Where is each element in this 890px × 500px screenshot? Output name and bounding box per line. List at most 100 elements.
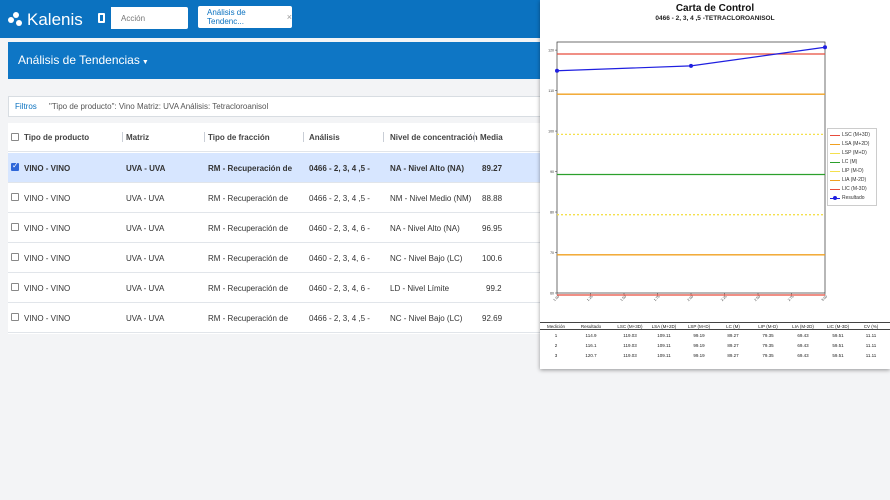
column-header-analisis[interactable]: Análisis: [309, 133, 340, 142]
table-row[interactable]: VINO - VINO UVA - UVA RM - Recuperación …: [8, 303, 541, 333]
x-tick-label: 2.50: [753, 294, 761, 302]
x-tick-label: 3.00: [820, 294, 828, 302]
x-tick-label: 2.25: [720, 294, 728, 302]
legend-item-lsa: LSA (M+2D): [830, 140, 869, 148]
cell-tipo-fraccion: RM - Recuperación de: [208, 314, 289, 323]
table-row[interactable]: VINO - VINO UVA - UVA RM - Recuperación …: [8, 243, 541, 273]
y-tick-label: 60: [550, 292, 554, 296]
legend-item-lip: LIP (M-D): [830, 167, 864, 175]
close-tab-icon[interactable]: ×: [286, 12, 292, 22]
column-header-nivel-concentracion[interactable]: Nivel de concentración: [390, 133, 478, 142]
row-checkbox[interactable]: [11, 253, 19, 261]
x-tick-label: 1.00: [552, 294, 560, 302]
select-all-checkbox[interactable]: [11, 133, 19, 141]
statistics-row: 3 120.7 119.03 109.11 99.19 89.27 79.35 …: [554, 353, 877, 358]
chart-title: Carta de Control: [675, 3, 755, 14]
table-row[interactable]: VINO - VINO UVA - UVA RM - Recuperación …: [8, 153, 541, 183]
x-tick-label: 1.75: [653, 294, 661, 302]
row-checkbox[interactable]: [11, 223, 19, 231]
table-row[interactable]: VINO - VINO UVA - UVA RM - Recuperación …: [8, 213, 541, 243]
action-search-icon: [91, 7, 111, 29]
resultado-point: [555, 68, 559, 73]
cell-matriz: UVA - UVA: [126, 164, 166, 173]
filters-value: "Tipo de producto": Vino Matriz: UVA Aná…: [49, 102, 269, 111]
table-row[interactable]: VINO - VINO UVA - UVA RM - Recuperación …: [8, 183, 541, 213]
cell-media: 88.88: [482, 194, 503, 203]
cell-media: 89.27: [482, 164, 503, 173]
cell-tipo-producto: VINO - VINO: [24, 194, 71, 203]
cell-tipo-producto: VINO - VINO: [24, 314, 71, 323]
cell-matriz: UVA - UVA: [126, 314, 165, 323]
cell-analisis: 0466 - 2, 3, 4 ,5 -: [309, 164, 370, 173]
control-chart: 60 70 80 90 100 110 120 1.00 1.25 1.50 1.75 2.00 2.2…: [548, 41, 828, 302]
cell-analisis: 0466 - 2, 3, 4 ,5 -: [309, 314, 370, 323]
cell-media: 92.69: [482, 314, 503, 323]
cell-media: 99.2: [486, 284, 502, 293]
trend-analysis-table: Tipo de producto Matriz Tipo de fracción…: [8, 123, 541, 334]
cell-tipo-producto: VINO - VINO: [24, 284, 71, 293]
y-tick-label: 100: [548, 130, 554, 134]
y-tick-label: 110: [548, 89, 554, 93]
legend-item-lc: LC (M): [830, 158, 857, 166]
filters-bar[interactable]: Filtros "Tipo de producto": Vino Matriz:…: [8, 96, 541, 117]
row-checkbox[interactable]: [11, 161, 19, 171]
cell-analisis: 0460 - 2, 3, 4, 6 -: [309, 224, 370, 233]
cell-tipo-fraccion: RM - Recuperación de: [208, 284, 289, 293]
column-header-media[interactable]: Media: [480, 133, 503, 142]
tab-analisis-tendencias[interactable]: Análisis de Tendenc... ×: [198, 6, 292, 28]
cell-tipo-fraccion: RM - Recuperación de: [208, 254, 289, 263]
cell-nivel-concentracion: LD - Nivel Límite: [390, 284, 450, 293]
page-title[interactable]: Análisis de Tendencias ▼: [18, 53, 149, 67]
legend-item-lic: LIC (M-3D): [830, 185, 867, 193]
cell-tipo-producto: VINO - VINO: [24, 164, 71, 173]
cell-nivel-concentracion: NC - Nivel Bajo (LC): [390, 254, 463, 263]
app-name: Kalenis: [27, 10, 83, 29]
legend-item-lsc: LSC (M+3D): [830, 131, 870, 139]
action-search[interactable]: [91, 7, 188, 29]
x-tick-label: 2.00: [686, 294, 694, 302]
row-checkbox[interactable]: [11, 283, 19, 291]
tab-label: Análisis de Tendenc...: [207, 8, 246, 26]
control-chart-modal: Carta de Control 0466 - 2, 3, 4 ,5 -TETR…: [540, 0, 890, 369]
cell-matriz: UVA - UVA: [126, 194, 165, 203]
cell-matriz: UVA - UVA: [126, 254, 165, 263]
cell-tipo-fraccion: RM - Recuperación de: [208, 194, 289, 203]
statistics-header: Medición Resultado LSC (M+3D) LSA (M+2D)…: [540, 322, 890, 330]
x-tick-label: 1.50: [619, 294, 627, 302]
kalenis-logo-icon: [8, 12, 24, 28]
cell-analisis: 0466 - 2, 3, 4 ,5 -: [309, 194, 370, 203]
cell-nivel-concentracion: NC - Nivel Bajo (LC): [390, 314, 463, 323]
column-header-matriz[interactable]: Matriz: [126, 133, 150, 142]
row-checkbox[interactable]: [11, 193, 19, 201]
legend-item-resultado: Resultado: [830, 194, 865, 202]
cell-tipo-fraccion: RM - Recuperación de: [208, 224, 289, 233]
cell-analisis: 0460 - 2, 3, 4, 6 -: [309, 284, 370, 293]
statistics-row: 2 116.1 119.03 109.11 99.19 89.27 79.35 …: [554, 343, 877, 348]
action-search-input[interactable]: [121, 13, 186, 23]
table-row[interactable]: VINO - VINO UVA - UVA RM - Recuperación …: [8, 273, 541, 303]
cell-media: 96.95: [482, 224, 503, 233]
table-header-row: Tipo de producto Matriz Tipo de fracción…: [8, 123, 541, 152]
column-header-tipo-fraccion[interactable]: Tipo de fracción: [208, 133, 270, 142]
chart-subtitle: 0466 - 2, 3, 4 ,5 -TETRACLOROANISOL: [655, 15, 775, 22]
row-checkbox[interactable]: [11, 313, 19, 321]
y-tick-label: 80: [550, 211, 554, 215]
cell-nivel-concentracion: NA - Nivel Alto (NA): [390, 224, 460, 233]
kalenis-logo: Kalenis: [8, 10, 83, 30]
y-tick-label: 120: [548, 49, 554, 53]
chevron-down-icon: ▼: [141, 59, 149, 66]
y-tick-label: 90: [550, 170, 554, 174]
cell-tipo-producto: VINO - VINO: [24, 254, 71, 263]
cell-matriz: UVA - UVA: [126, 284, 165, 293]
resultado-point: [823, 45, 827, 50]
column-header-tipo-producto[interactable]: Tipo de producto: [24, 133, 90, 142]
x-tick-label: 1.25: [586, 294, 594, 302]
cell-analisis: 0460 - 2, 3, 4, 6 -: [309, 254, 370, 263]
legend-item-lia: LIA (M-2D): [830, 176, 866, 184]
cell-matriz: UVA - UVA: [126, 224, 165, 233]
legend-item-lsp: LSP (M+D): [830, 149, 867, 157]
page-title-text: Análisis de Tendencias: [18, 53, 140, 67]
cell-nivel-concentracion: NM - Nivel Medio (NM): [390, 194, 472, 203]
cell-nivel-concentracion: NA - Nivel Alto (NA): [390, 164, 465, 173]
cell-tipo-fraccion: RM - Recuperación de: [208, 164, 293, 173]
